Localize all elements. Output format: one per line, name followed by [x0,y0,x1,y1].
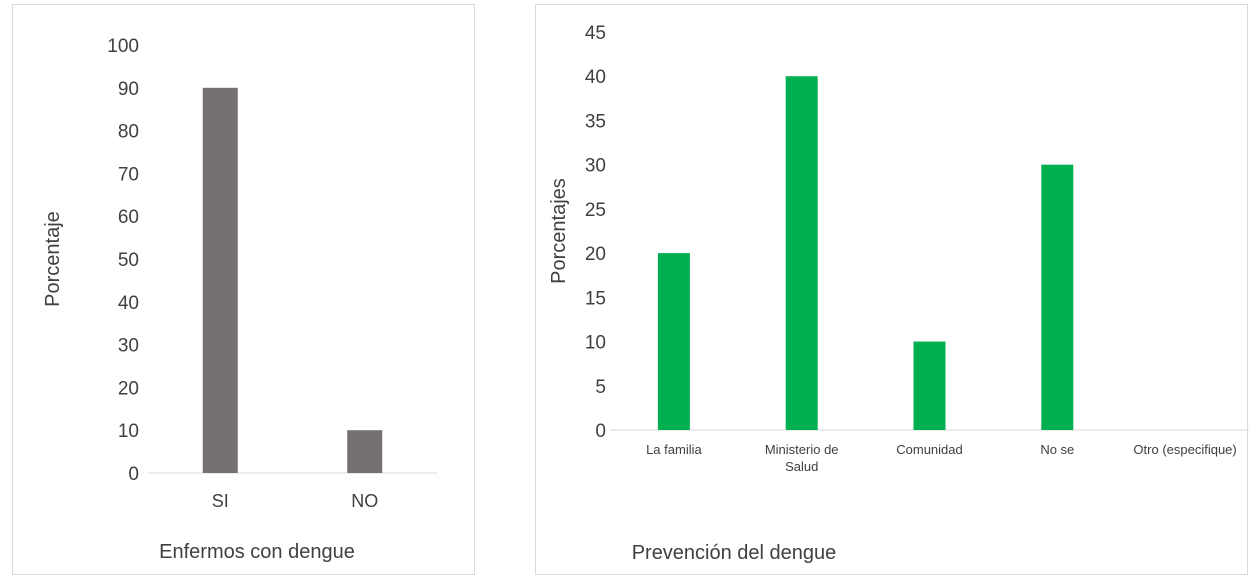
y-tick-label: 10 [118,421,139,442]
bar [1041,164,1074,430]
bar [202,87,238,474]
y-tick-label: 15 [585,288,606,309]
y-tick-label: 20 [585,244,606,265]
y-tick-label: 30 [585,156,606,177]
y-tick-label: 20 [118,378,139,399]
x-axis-title: Enfermos con dengue [159,541,355,563]
y-tick-label: 50 [118,250,139,271]
y-tick-label: 0 [595,421,606,442]
y-tick-label: 35 [585,111,606,132]
bar [913,341,946,430]
y-tick-label: 25 [585,200,606,221]
y-tick-label: 90 [118,79,139,100]
chart-left-svg: 0 10 20 30 40 50 60 70 80 90 100 SI NO Porcentaje Enfe… [42,36,437,563]
y-tick-label: 10 [585,333,606,354]
x-tick-label: La familia [646,442,702,457]
y-tick-label: 80 [118,122,139,143]
x-tick-label: No se [1040,442,1074,457]
bar [657,253,690,430]
x-tick-label: Otro (especifique) [1133,442,1236,457]
x-axis-title: Prevención del dengue [632,542,837,564]
y-tick-label: 40 [585,67,606,88]
y-tick-label: 60 [118,207,139,228]
y-tick-label: 70 [118,164,139,185]
x-tick-label: Salud [785,459,818,474]
y-tick-label: 30 [118,336,139,357]
y-tick-label: 40 [118,293,139,314]
y-tick-label: 45 [585,23,606,44]
x-tick-label: Comunidad [896,442,963,457]
chart-enfermos-con-dengue: 0 10 20 30 40 50 60 70 80 90 100 SI NO Porcentaje Enfe… [12,4,475,575]
bar [785,76,818,430]
y-axis-title: Porcentaje [42,211,64,307]
y-tick-label: 5 [595,377,606,398]
x-tick-label: SI [212,491,229,511]
x-tick-label: Ministerio de [765,442,839,457]
chart-right-svg: 0 5 10 15 20 25 30 35 40 45 La familia Ministerio d… [548,23,1249,564]
chart-prevencion-del-dengue: 0 5 10 15 20 25 30 35 40 45 La familia Ministerio d… [535,4,1249,575]
y-axis-title: Porcentajes [548,178,570,284]
y-tick-label: 100 [107,36,139,57]
y-tick-label: 0 [128,464,139,485]
x-tick-label: NO [351,491,378,511]
bar [347,430,383,473]
